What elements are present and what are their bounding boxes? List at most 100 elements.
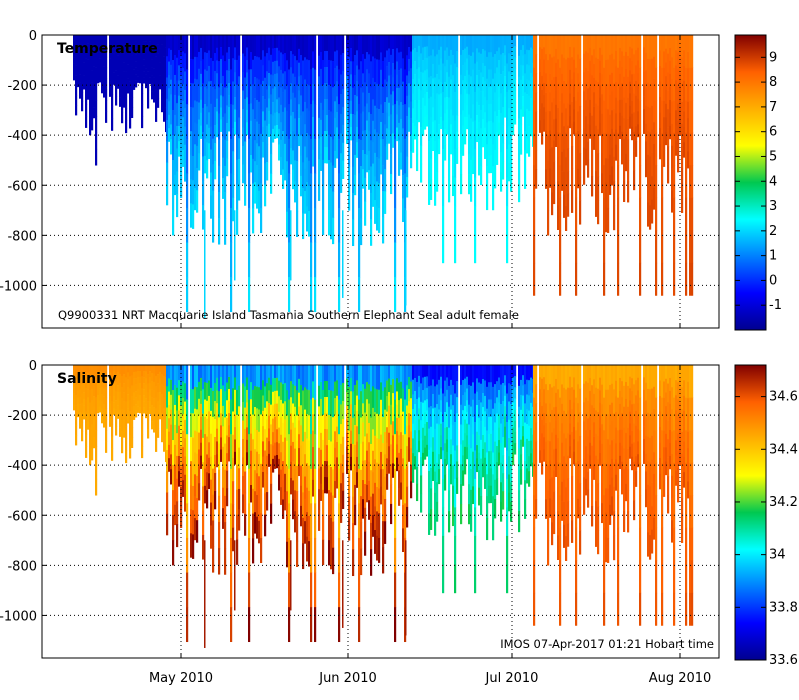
profile-cell <box>103 58 106 67</box>
profile-cell <box>306 463 309 488</box>
profile-cell <box>510 152 513 173</box>
profile-cell <box>276 35 279 49</box>
profile-cell <box>450 424 453 440</box>
profile-cell <box>252 109 255 135</box>
profile-cell <box>565 365 568 390</box>
profile-cell <box>466 93 469 106</box>
profile-cell <box>637 60 640 74</box>
profile-cell <box>569 388 572 401</box>
profile-cell <box>643 47 646 60</box>
profile-cell <box>603 430 606 463</box>
profile-cell <box>452 485 455 506</box>
profile-cell <box>492 78 495 101</box>
profile-cell <box>647 82 650 108</box>
profile-cell <box>266 401 269 420</box>
profile-cell <box>398 487 401 506</box>
profile-cell <box>492 430 495 453</box>
profile-cell <box>362 403 365 423</box>
profile-cell <box>234 540 236 611</box>
profile-cell <box>374 388 377 413</box>
profile-cell <box>75 405 78 416</box>
profile-cell <box>378 488 381 514</box>
profile-cell <box>599 72 602 86</box>
profile-cell <box>625 432 628 451</box>
profile-cell <box>226 400 229 419</box>
profile-cell <box>450 49 453 66</box>
profile-cell <box>354 464 357 486</box>
profile-cell <box>450 79 453 95</box>
profile-cell <box>121 89 124 102</box>
profile-cell <box>444 144 447 161</box>
profile-cell <box>137 40 140 48</box>
profile-cell <box>438 454 441 470</box>
profile-cell <box>236 134 239 161</box>
profile-cell <box>611 383 614 403</box>
profile-cell <box>210 80 213 105</box>
profile-cell <box>621 83 624 100</box>
profile-cell <box>535 480 538 500</box>
profile-cell <box>601 35 604 56</box>
profile-cell <box>436 93 439 114</box>
profile-cell <box>609 484 612 505</box>
profile-cell <box>354 54 357 76</box>
profile-cell <box>665 35 668 50</box>
profile-cell <box>524 111 527 132</box>
profile-cell <box>161 102 164 113</box>
profile-cell <box>444 474 447 491</box>
profile-cell <box>535 73 538 93</box>
profile-cell <box>382 113 385 140</box>
profile-cell <box>424 435 427 448</box>
profile-cell <box>424 105 427 118</box>
profile-cell <box>216 60 219 74</box>
profile-cell <box>428 471 431 493</box>
profile-cell <box>400 465 403 483</box>
profile-cell <box>123 35 126 45</box>
profile-cell <box>619 112 622 127</box>
profile-cell <box>416 119 419 138</box>
profile-cell <box>559 230 562 264</box>
profile-cell <box>115 78 118 88</box>
profile-cell <box>222 35 225 56</box>
profile-cell <box>585 100 588 117</box>
profile-cell <box>204 35 207 53</box>
profile-cell <box>184 163 187 182</box>
profile-cell <box>549 498 552 518</box>
profile-cell <box>105 100 108 112</box>
profile-cell <box>555 448 558 464</box>
profile-cell <box>334 414 337 432</box>
profile-cell <box>428 183 431 205</box>
profile-cell <box>386 365 389 381</box>
profile-cell <box>448 469 451 491</box>
profile-cell <box>392 77 395 92</box>
profile-cell <box>127 372 130 380</box>
profile-cell <box>432 451 435 467</box>
profile-cell <box>352 417 355 445</box>
profile-cell <box>320 136 323 155</box>
profile-cell <box>583 495 586 515</box>
profile-cell <box>186 468 189 504</box>
profile-cell <box>412 35 415 50</box>
profile-cell <box>244 98 247 121</box>
profile-cell <box>342 540 344 628</box>
profile-cell <box>101 64 104 72</box>
profile-cell <box>494 111 497 131</box>
profile-cell <box>649 83 652 109</box>
profile-cell <box>496 83 499 101</box>
profile-cell <box>603 592 606 626</box>
profile-cell <box>617 132 620 166</box>
profile-cell <box>103 403 106 412</box>
profile-cell <box>296 35 299 61</box>
profile-cell <box>450 64 453 80</box>
profile-cell <box>374 365 377 389</box>
profile-cell <box>518 97 521 119</box>
profile-cell <box>400 365 403 383</box>
profile-cell <box>677 103 680 121</box>
profile-cell <box>308 541 311 567</box>
profile-cell <box>613 413 616 439</box>
profile-cell <box>109 395 112 404</box>
profile-cell <box>687 448 690 466</box>
profile-cell <box>111 94 114 107</box>
profile-cell <box>462 110 465 126</box>
profile-cell <box>398 105 401 124</box>
profile-cell <box>204 468 207 487</box>
